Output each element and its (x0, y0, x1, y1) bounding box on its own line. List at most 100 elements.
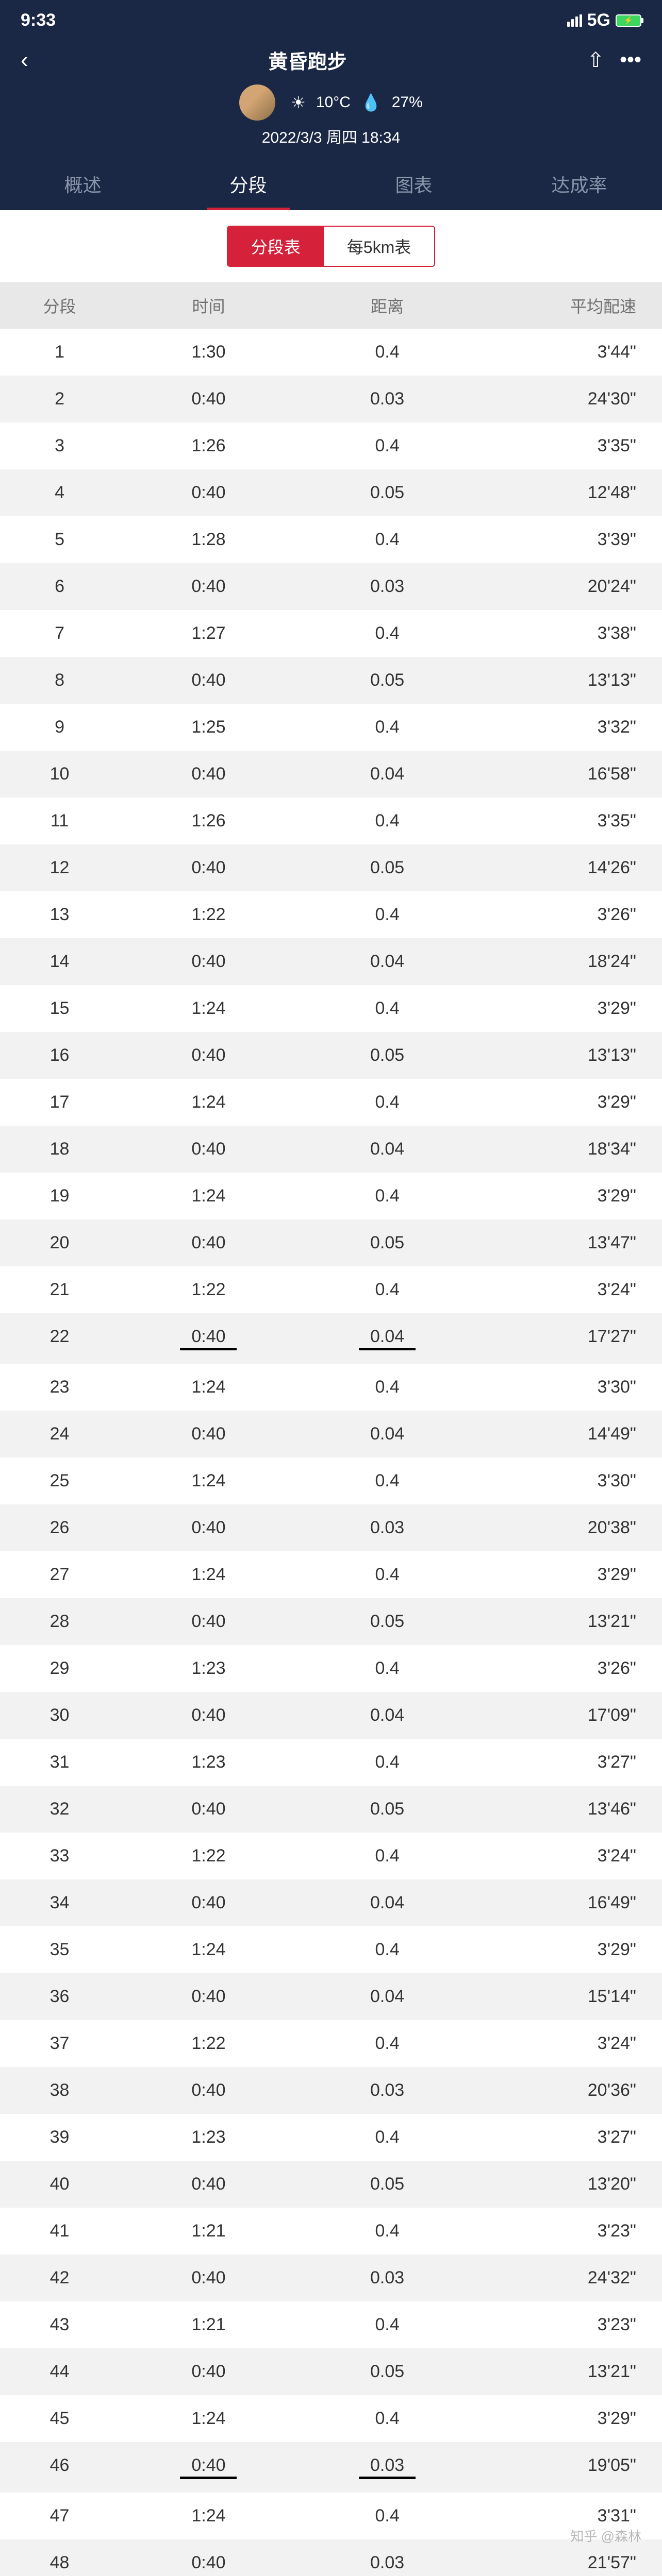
table-row[interactable]: 291:230.43'26" (0, 1645, 662, 1692)
table-row[interactable]: 100:400.0416'58" (0, 751, 662, 798)
table-row[interactable]: 140:400.0418'24" (0, 938, 662, 985)
table-row[interactable]: 11:300.43'44" (0, 329, 662, 376)
cell-distance: 0.4 (298, 2208, 477, 2255)
cell-distance: 0.4 (298, 1079, 477, 1126)
cell-pace: 15'14" (476, 1973, 662, 2020)
cell-time: 0:40 (119, 751, 298, 798)
table-row[interactable]: 251:240.43'30" (0, 1458, 662, 1504)
table-row[interactable]: 120:400.0514'26" (0, 844, 662, 891)
table-row[interactable]: 280:400.0513'21" (0, 1598, 662, 1645)
table-row[interactable]: 411:210.43'23" (0, 2208, 662, 2255)
tab-2[interactable]: 图表 (331, 158, 496, 210)
table-row[interactable]: 191:240.43'29" (0, 1173, 662, 1219)
table-row[interactable]: 431:210.43'23" (0, 2301, 662, 2348)
table-row[interactable]: 151:240.43'29" (0, 985, 662, 1032)
cell-time: 1:24 (119, 1926, 298, 1973)
table-row[interactable]: 331:220.43'24" (0, 1833, 662, 1879)
cell-distance: 0.4 (298, 1458, 477, 1504)
toggle-per5km[interactable]: 每5km表 (324, 227, 434, 266)
cell-time: 0:40 (119, 1692, 298, 1739)
table-row[interactable]: 200:400.0513'47" (0, 1219, 662, 1266)
table-row[interactable]: 171:240.43'29" (0, 1079, 662, 1126)
table-row[interactable]: 131:220.43'26" (0, 891, 662, 938)
table-row[interactable]: 60:400.0320'24" (0, 563, 662, 610)
cell-pace: 3'23" (476, 2301, 662, 2348)
table-row[interactable]: 311:230.43'27" (0, 1739, 662, 1786)
share-icon[interactable]: ⇧ (587, 48, 604, 72)
table-row[interactable]: 371:220.43'24" (0, 2020, 662, 2067)
table-row[interactable]: 380:400.0320'36" (0, 2067, 662, 2114)
cell-distance: 0.4 (298, 1739, 477, 1786)
cell-segment: 43 (0, 2301, 119, 2348)
cell-pace: 17'09" (476, 1692, 662, 1739)
table-row[interactable]: 211:220.43'24" (0, 1266, 662, 1313)
table-row[interactable]: 391:230.43'27" (0, 2114, 662, 2161)
cell-pace: 3'32" (476, 704, 662, 751)
cell-distance: 0.4 (298, 798, 477, 844)
cell-pace: 3'27" (476, 1739, 662, 1786)
cell-distance: 0.4 (298, 516, 477, 563)
table-row[interactable]: 351:240.43'29" (0, 1926, 662, 1973)
table-row[interactable]: 420:400.0324'32" (0, 2255, 662, 2301)
cell-distance: 0.4 (298, 1173, 477, 1219)
cell-segment: 21 (0, 1266, 119, 1313)
cell-time: 1:24 (119, 1173, 298, 1219)
table-row[interactable]: 300:400.0417'09" (0, 1692, 662, 1739)
table-row[interactable]: 360:400.0415'14" (0, 1973, 662, 2020)
cell-segment: 31 (0, 1739, 119, 1786)
toggle-segment[interactable]: 分段表 (228, 227, 324, 266)
table-row[interactable]: 111:260.43'35" (0, 798, 662, 844)
table-row[interactable]: 71:270.43'38" (0, 610, 662, 657)
avatar[interactable] (239, 84, 275, 121)
cell-time: 0:40 (119, 657, 298, 704)
cell-pace: 3'35" (476, 798, 662, 844)
table-row[interactable]: 80:400.0513'13" (0, 657, 662, 704)
table-row[interactable]: 480:400.0321'57" (0, 2539, 662, 2576)
tab-1[interactable]: 分段 (166, 158, 331, 210)
network-label: 5G (587, 10, 610, 30)
table-row[interactable]: 271:240.43'29" (0, 1551, 662, 1598)
cell-time: 0:40 (119, 1973, 298, 2020)
table-row[interactable]: 340:400.0416'49" (0, 1879, 662, 1926)
table-row[interactable]: 40:400.0512'48" (0, 469, 662, 516)
table-row[interactable]: 400:400.0513'20" (0, 2161, 662, 2208)
table-row[interactable]: 220:400.0417'27" (0, 1313, 662, 1364)
table-row[interactable]: 240:400.0414'49" (0, 1411, 662, 1458)
cell-time: 1:24 (119, 2493, 298, 2539)
cell-segment: 17 (0, 1079, 119, 1126)
tab-0[interactable]: 概述 (0, 158, 166, 210)
cell-pace: 13'21" (476, 2348, 662, 2395)
table-row[interactable]: 160:400.0513'13" (0, 1032, 662, 1079)
table-header: 分段 时间 距离 平均配速 (0, 282, 662, 329)
cell-segment: 40 (0, 2161, 119, 2208)
table-row[interactable]: 320:400.0513'46" (0, 1786, 662, 1833)
table-row[interactable]: 260:400.0320'38" (0, 1504, 662, 1551)
cell-time: 0:40 (119, 376, 298, 422)
cell-segment: 42 (0, 2255, 119, 2301)
table-row[interactable]: 91:250.43'32" (0, 704, 662, 751)
cell-distance: 0.05 (298, 1032, 477, 1079)
table-row[interactable]: 31:260.43'35" (0, 422, 662, 469)
col-avgpace: 平均配速 (476, 282, 662, 329)
cell-distance: 0.4 (298, 2114, 477, 2161)
table-row[interactable]: 20:400.0324'30" (0, 376, 662, 422)
table-row[interactable]: 180:400.0418'34" (0, 1126, 662, 1173)
table-row[interactable]: 451:240.43'29" (0, 2395, 662, 2442)
cell-segment: 29 (0, 1645, 119, 1692)
table-row[interactable]: 471:240.43'31" (0, 2493, 662, 2539)
table-row[interactable]: 460:400.0319'05" (0, 2442, 662, 2493)
main-tabs: 概述分段图表达成率 (0, 158, 662, 210)
back-button[interactable]: ‹ (21, 47, 28, 73)
cell-time: 0:40 (119, 1313, 298, 1364)
cell-distance: 0.05 (298, 2348, 477, 2395)
status-bar: 9:33 5G ⚡ (0, 0, 662, 36)
cell-segment: 15 (0, 985, 119, 1032)
table-row[interactable]: 51:280.43'39" (0, 516, 662, 563)
tab-3[interactable]: 达成率 (496, 158, 662, 210)
table-row[interactable]: 231:240.43'30" (0, 1364, 662, 1411)
cell-time: 0:40 (119, 938, 298, 985)
cell-pace: 3'38" (476, 610, 662, 657)
more-icon[interactable]: ••• (620, 48, 641, 72)
table-row[interactable]: 440:400.0513'21" (0, 2348, 662, 2395)
cell-distance: 0.04 (298, 1879, 477, 1926)
